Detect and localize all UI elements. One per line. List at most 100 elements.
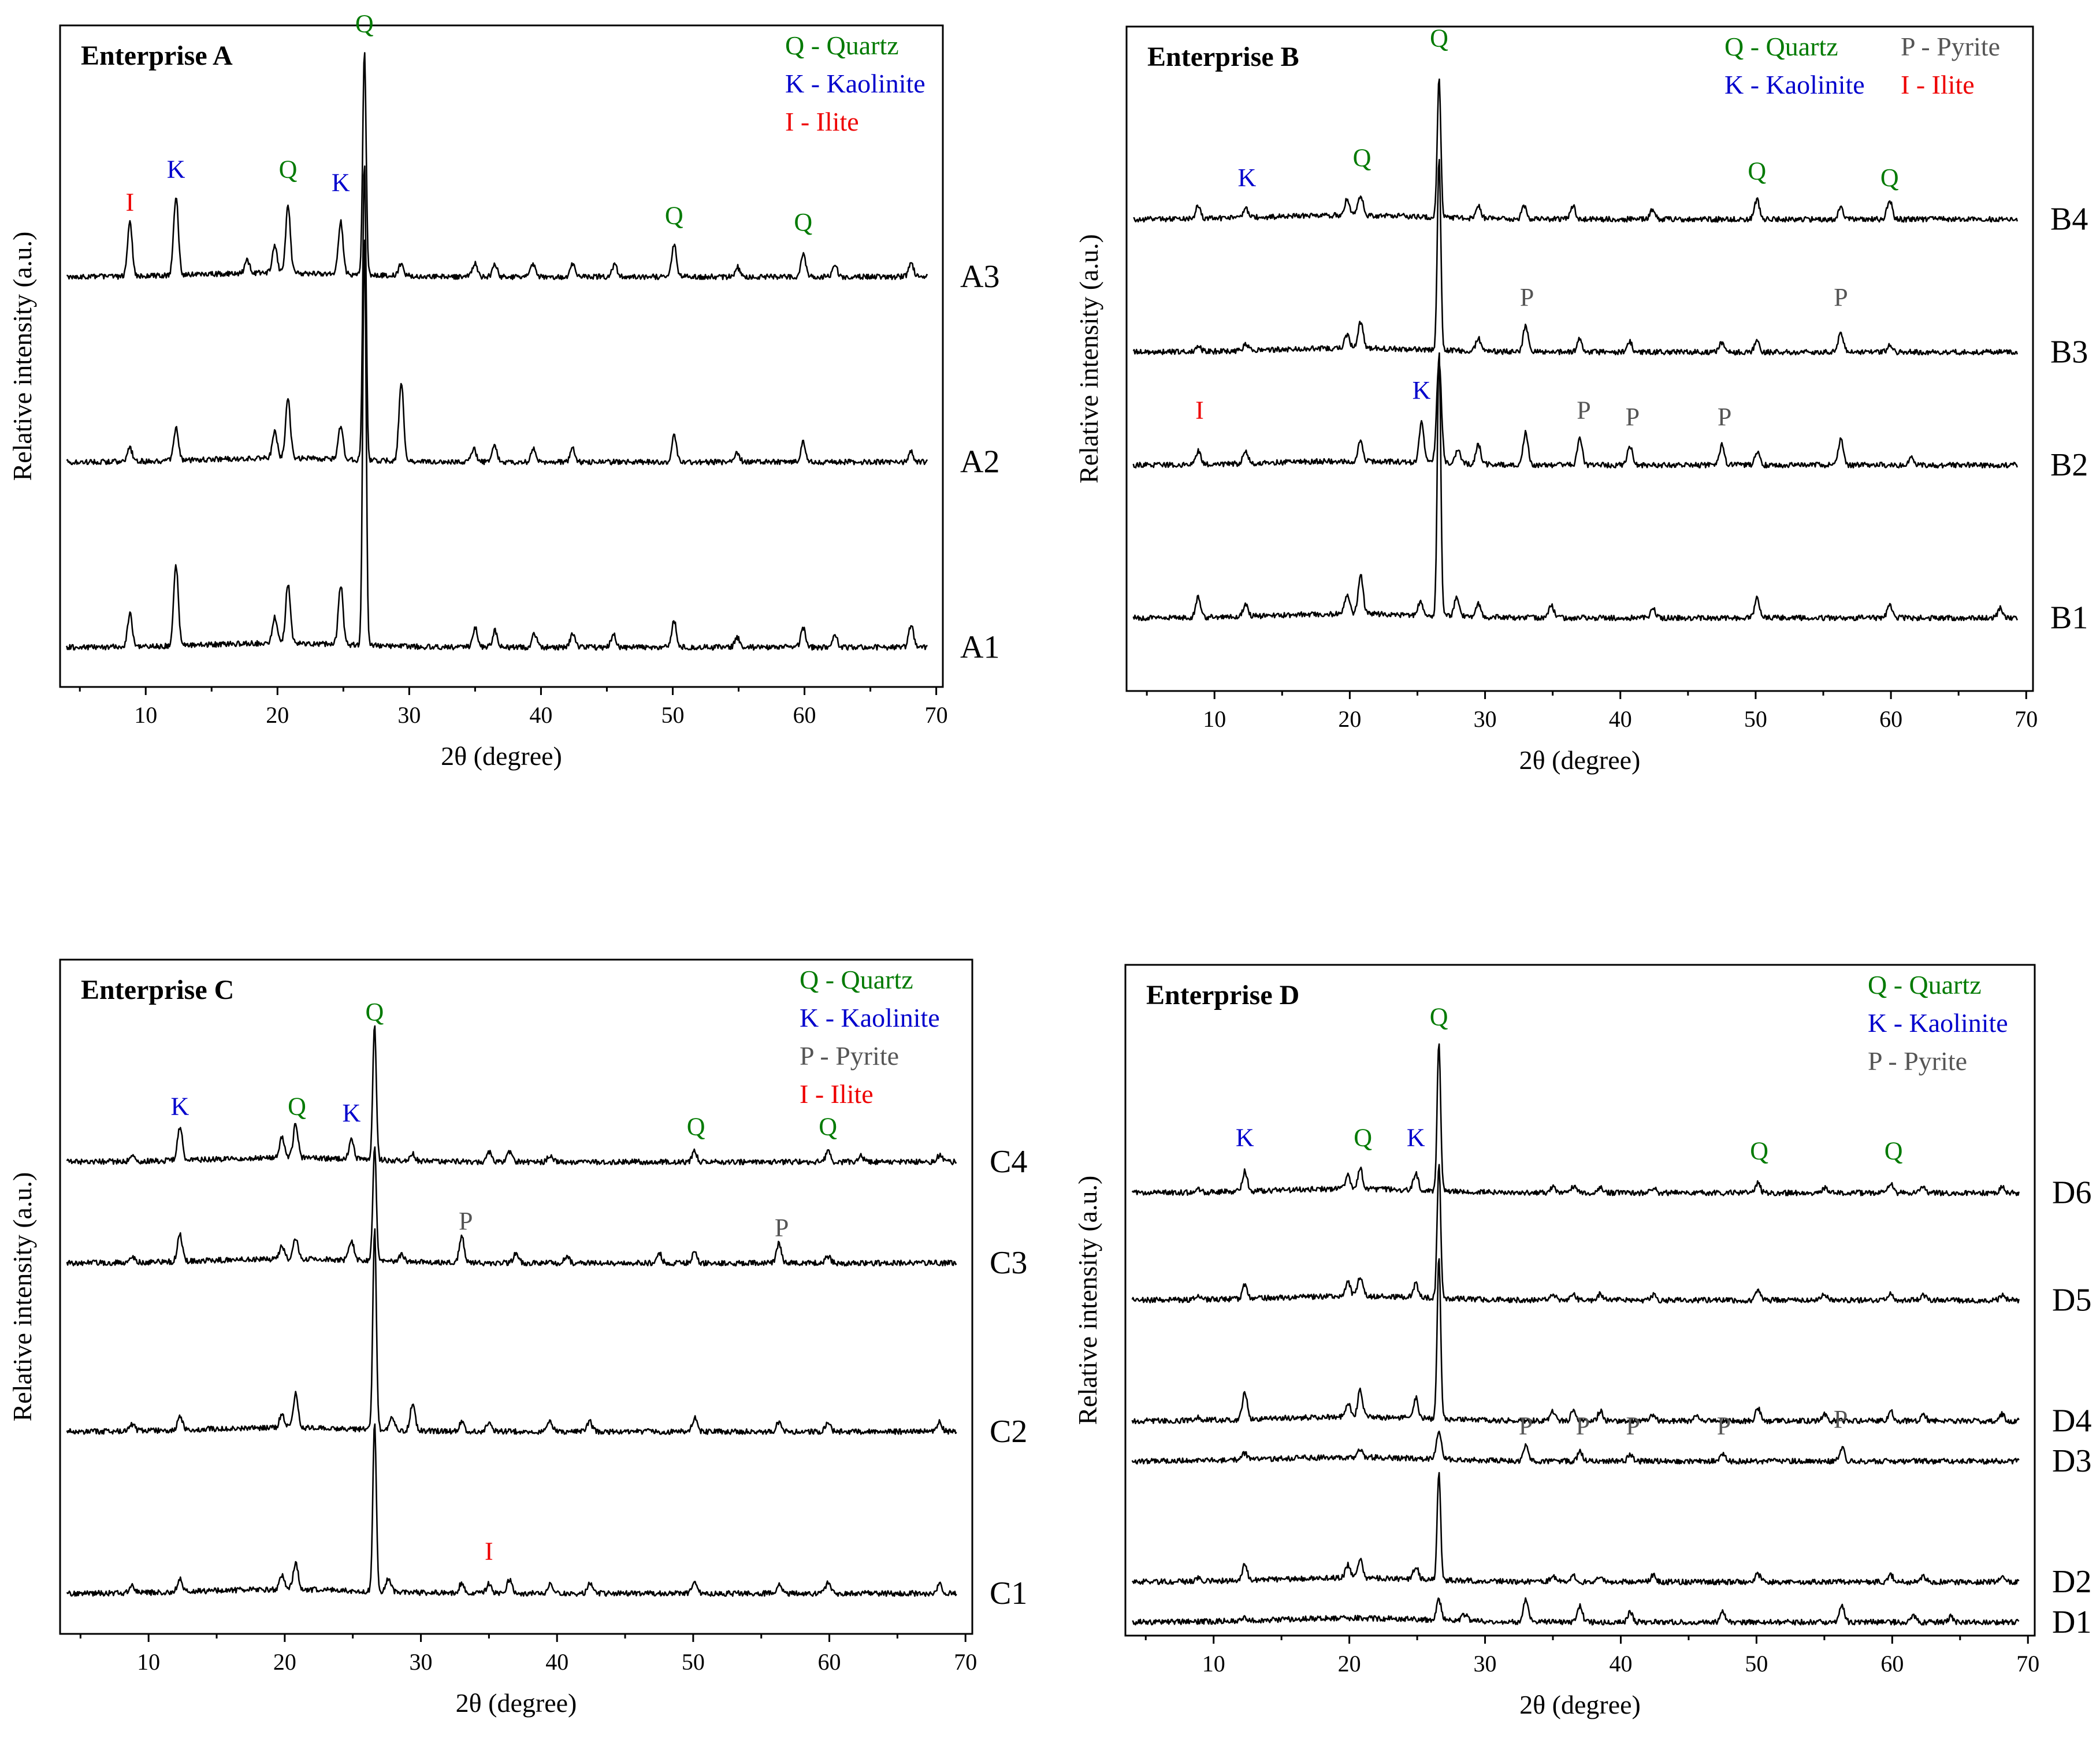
enterprise-b-y-axis-label: Relative intensity (a.u.)	[1074, 234, 1103, 484]
enterprise-d-series-label-d2: D2	[2052, 1564, 2091, 1600]
enterprise-a-x-tick-label: 40	[529, 702, 552, 728]
enterprise-c-series-c1	[66, 1423, 957, 1597]
enterprise-b-series-b2	[1132, 363, 2019, 469]
enterprise-d-x-tick-label: 70	[2016, 1651, 2039, 1677]
enterprise-d-series-d3	[1131, 1431, 2020, 1465]
enterprise-b-phase-label: Q	[1880, 164, 1899, 192]
enterprise-d-series-label-d4: D4	[2052, 1403, 2091, 1439]
enterprise-b-panel: 10 20 30 40 50 60 70 2θ (degree) Relative intens…	[1074, 24, 2088, 775]
enterprise-b-plot-frame	[1125, 25, 2034, 692]
enterprise-a-x-tick-label: 20	[266, 702, 289, 728]
enterprise-c-legend-item: K - Kaolinite	[800, 1003, 940, 1032]
enterprise-b-x-tick-label: 10	[1203, 706, 1226, 732]
enterprise-d-x-tick-label: 10	[1202, 1651, 1225, 1677]
enterprise-a-series-a2	[66, 165, 928, 466]
enterprise-d-x-tick-label: 60	[1880, 1651, 1904, 1677]
enterprise-d-legend: Q - Quartz K - Kaolinite P - Pyrite	[1868, 970, 2008, 1076]
enterprise-d-phase-label: P	[1834, 1405, 1848, 1433]
enterprise-c-x-tick-label: 20	[273, 1649, 296, 1675]
enterprise-d-title: Enterprise D	[1146, 980, 1299, 1010]
enterprise-c-phase-label: P	[775, 1213, 789, 1242]
enterprise-b-x-tick-label: 70	[2014, 706, 2038, 732]
enterprise-a-phase-label: Q	[355, 9, 374, 38]
enterprise-d-phase-label: P	[1626, 1412, 1640, 1440]
enterprise-d-series-label-d5: D5	[2052, 1283, 2091, 1318]
enterprise-c-x-axis-label: 2θ (degree)	[456, 1688, 577, 1718]
enterprise-c-series-label-c4: C4	[990, 1144, 1027, 1180]
enterprise-d-series-d2	[1131, 1472, 2020, 1585]
enterprise-b-phase-label: K	[1238, 164, 1257, 192]
enterprise-c-legend-item: P - Pyrite	[800, 1041, 899, 1071]
enterprise-c-series-c2	[66, 1228, 957, 1435]
enterprise-b-phase-label: I	[1195, 396, 1204, 425]
enterprise-d-series-label-d6: D6	[2052, 1175, 2091, 1211]
enterprise-b-series-label-b2: B2	[2050, 447, 2088, 483]
enterprise-c-series-label-c3: C3	[990, 1245, 1027, 1281]
enterprise-d-phase-label: P	[1717, 1412, 1731, 1440]
enterprise-c-legend: Q - Quartz K - Kaolinite P - Pyrite I - Ili…	[800, 965, 940, 1109]
enterprise-d-phase-label: P	[1575, 1412, 1589, 1440]
enterprise-a-x-tick-label: 50	[661, 702, 684, 728]
enterprise-d-y-axis-label: Relative intensity (a.u.)	[1073, 1176, 1102, 1425]
enterprise-d-plot-frame	[1124, 964, 2036, 1637]
enterprise-c-phase-label: Q	[366, 998, 384, 1026]
enterprise-c-x-tick-label: 60	[818, 1649, 841, 1675]
enterprise-b-legend: Q - Quartz K - Kaolinite P - Pyrite I - Ili…	[1724, 32, 2000, 99]
enterprise-d-x-tick-label: 20	[1338, 1651, 1361, 1677]
enterprise-a-phase-label: Q	[794, 208, 812, 236]
enterprise-c-series-c3	[66, 1146, 957, 1267]
enterprise-d-series-d6	[1131, 1043, 2020, 1197]
enterprise-b-title: Enterprise B	[1147, 42, 1299, 72]
enterprise-b-phase-label: Q	[1748, 157, 1766, 185]
enterprise-c-x-tick-label: 70	[954, 1649, 977, 1675]
enterprise-a-phase-label: Q	[665, 202, 683, 230]
enterprise-d-legend-item: Q - Quartz	[1868, 970, 1982, 1000]
enterprise-b-phase-label: P	[1718, 403, 1731, 431]
enterprise-d-phase-label: Q	[1354, 1123, 1372, 1151]
enterprise-a-legend: Q - Quartz K - Kaolinite I - Ilite	[785, 31, 926, 136]
enterprise-a-series-label-a2: A2	[960, 444, 999, 480]
enterprise-b-series-b1	[1132, 352, 2019, 622]
enterprise-b-legend-item: P - Pyrite	[1901, 32, 2000, 61]
enterprise-a-x-tick-label: 30	[397, 702, 421, 728]
enterprise-a-legend-item: K - Kaolinite	[785, 69, 926, 98]
enterprise-a-series-a1	[66, 239, 928, 651]
enterprise-b-x-tick-label: 50	[1744, 706, 1767, 732]
enterprise-d-x-tick-label: 30	[1474, 1651, 1497, 1677]
enterprise-b-series-b4	[1133, 78, 2019, 223]
enterprise-b-legend-item: K - Kaolinite	[1724, 70, 1865, 99]
enterprise-a-phase-label: K	[332, 168, 350, 196]
enterprise-a-title: Enterprise A	[81, 40, 233, 71]
enterprise-a-x-tick-label: 70	[925, 702, 948, 728]
enterprise-b-phase-label: P	[1834, 283, 1848, 311]
enterprise-a-y-axis-label: Relative intensity (a.u.)	[8, 232, 37, 481]
enterprise-c-phase-label: K	[342, 1099, 360, 1127]
enterprise-a-plot-frame	[59, 24, 944, 688]
enterprise-c-series-label-c1: C1	[990, 1576, 1027, 1611]
enterprise-b-phase-label: Q	[1430, 24, 1448, 53]
enterprise-c-x-tick-label: 30	[410, 1649, 433, 1675]
enterprise-a-panel: 10 20 30 40 50 60 70 2θ (degree) Relative intens…	[8, 9, 999, 771]
enterprise-d-x-tick-label: 50	[1745, 1651, 1768, 1677]
enterprise-a-phase-label: Q	[279, 155, 298, 183]
enterprise-d-legend-item: P - Pyrite	[1868, 1046, 1967, 1076]
enterprise-c-phase-label: Q	[288, 1092, 306, 1120]
enterprise-b-phase-label: P	[1626, 403, 1640, 431]
enterprise-c-plot-frame	[59, 958, 973, 1635]
enterprise-b-legend-item: Q - Quartz	[1724, 32, 1838, 61]
enterprise-a-series-label-a3: A3	[960, 259, 999, 295]
enterprise-b-series-label-b4: B4	[2050, 202, 2088, 237]
enterprise-d-series-d4	[1131, 1258, 2020, 1425]
enterprise-d-phase-label: Q	[1430, 1002, 1448, 1031]
enterprise-d-phase-label: Q	[1885, 1137, 1903, 1165]
enterprise-c-phase-label: I	[485, 1537, 493, 1566]
enterprise-c-series-c4	[66, 1025, 957, 1166]
enterprise-c-legend-item: Q - Quartz	[800, 965, 913, 994]
enterprise-d-x-tick-label: 40	[1609, 1651, 1632, 1677]
enterprise-a-series-label-a1: A1	[960, 629, 999, 665]
enterprise-a-x-axis-label: 2θ (degree)	[441, 741, 562, 771]
enterprise-b-x-tick-label: 20	[1338, 706, 1361, 732]
enterprise-c-phase-label: P	[459, 1207, 473, 1235]
enterprise-d-series-d5	[1131, 1164, 2020, 1304]
enterprise-d-x-axis-label: 2θ (degree)	[1519, 1690, 1641, 1719]
